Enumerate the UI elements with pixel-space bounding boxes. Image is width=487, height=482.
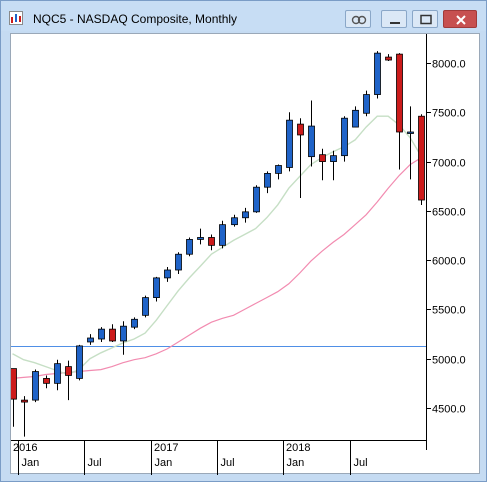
- candle-body: [54, 363, 61, 384]
- candle-body: [32, 371, 39, 401]
- candle-body: [197, 237, 204, 240]
- candle-body: [308, 125, 315, 158]
- candlestick-chart[interactable]: 4500.0 5000.0 5500.0 6000.0 6500.0 7000.0 7500…: [11, 34, 481, 475]
- candle-body: [21, 399, 28, 403]
- x-month-label: Jan: [155, 457, 173, 469]
- x-month-label: Jan: [287, 457, 305, 469]
- candle-body: [175, 253, 182, 271]
- link-button[interactable]: [345, 10, 371, 28]
- candle-body: [153, 277, 160, 298]
- x-month-label: Jan: [22, 457, 40, 469]
- candle-body: [275, 165, 282, 174]
- candle-body: [43, 378, 50, 384]
- moving-average-long: [12, 157, 422, 379]
- candle-body: [286, 119, 293, 168]
- chart-area[interactable]: 4500.0 5000.0 5500.0 6000.0 6500.0 7000.0 7500…: [10, 33, 481, 475]
- candle-body: [363, 94, 370, 114]
- candle-body: [418, 115, 425, 201]
- y-tick-label: 8000.0: [432, 59, 466, 71]
- maximize-icon: [420, 14, 432, 25]
- candle-body: [219, 224, 226, 246]
- candle-body: [385, 56, 392, 61]
- candle-body: [131, 318, 138, 328]
- x-month-label: Jul: [221, 457, 235, 469]
- candle-body: [164, 269, 171, 279]
- candle-body: [352, 109, 359, 128]
- candle-body: [264, 172, 271, 188]
- candle-body: [11, 368, 17, 400]
- moving-average-short: [12, 115, 423, 376]
- x-year-label: 2016: [13, 442, 37, 454]
- candle-body: [341, 117, 348, 157]
- x-month-label: Jul: [354, 457, 368, 469]
- candle-body: [297, 123, 304, 136]
- x-month-label: Jul: [88, 457, 102, 469]
- x-year-label: 2017: [154, 442, 178, 454]
- y-tick-label: 5000.0: [432, 355, 466, 367]
- x-year-label: 2018: [286, 442, 310, 454]
- window-title: NQC5 - NASDAQ Composite, Monthly: [33, 12, 238, 26]
- minimize-icon: [390, 22, 400, 24]
- candle-body: [407, 131, 414, 134]
- y-tick-label: 5500.0: [432, 305, 466, 317]
- candle-body: [142, 297, 149, 316]
- y-tick-label: 6000.0: [432, 256, 466, 268]
- candle-body: [231, 217, 238, 226]
- close-button[interactable]: [443, 10, 477, 28]
- y-tick-label: 7000.0: [432, 158, 466, 170]
- close-icon: [456, 15, 466, 25]
- candle-body: [330, 155, 337, 162]
- maximize-button[interactable]: [412, 10, 438, 28]
- candle-body: [120, 325, 127, 342]
- candle-body: [242, 211, 249, 219]
- candle-body: [109, 328, 116, 342]
- link-icon: [351, 15, 367, 25]
- title-bar[interactable]: NQC5 - NASDAQ Composite, Monthly: [1, 1, 486, 31]
- y-tick-label: 7500.0: [432, 108, 466, 120]
- app-chart-icon: [9, 11, 23, 25]
- minimize-button[interactable]: [381, 10, 407, 28]
- candle-body: [87, 337, 94, 343]
- candle-body: [76, 345, 83, 379]
- candle-body: [208, 237, 215, 246]
- candle-body: [253, 186, 260, 213]
- candle-body: [186, 239, 193, 255]
- candle-body: [396, 53, 403, 133]
- y-tick-label: 6500.0: [432, 207, 466, 219]
- candle-body: [319, 154, 326, 162]
- y-tick-label: 4500.0: [432, 404, 466, 416]
- candle-body: [65, 366, 72, 376]
- candle-body: [374, 52, 381, 95]
- candle-body: [98, 328, 105, 340]
